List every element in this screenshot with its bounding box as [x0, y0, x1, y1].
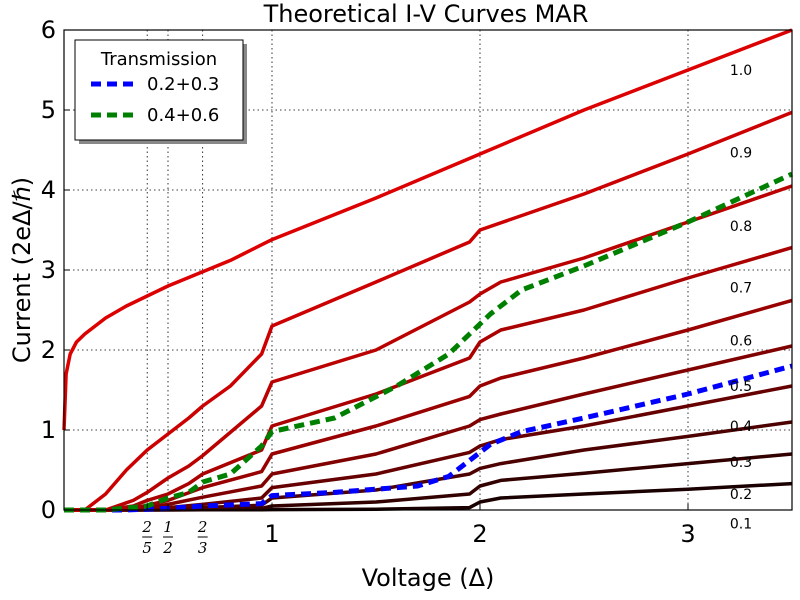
series-line-0-6 [64, 298, 793, 512]
legend-entry-label: 0.2+0.3 [147, 74, 219, 95]
curve-label-0-6: 0.6 [730, 333, 752, 349]
y-tick-label: 4 [41, 176, 56, 204]
curve-label-0-9: 0.9 [730, 145, 752, 161]
series-line-0-9 [64, 110, 793, 512]
curve-label-1-0: 1.0 [730, 63, 752, 79]
series-lines [62, 28, 794, 513]
curve-label-0-4: 0.4 [730, 419, 752, 435]
x-fraction-denominator: 5 [142, 539, 152, 557]
curve-label-0-7: 0.7 [730, 281, 752, 297]
x-fraction-numerator: 2 [197, 518, 208, 536]
x-fraction-numerator: 2 [141, 518, 152, 536]
curve-label-0-5: 0.5 [730, 379, 752, 395]
legend: Transmission 0.2+0.3 0.4+0.6 [74, 39, 247, 144]
x-fraction-denominator: 3 [198, 539, 208, 557]
y-tick-label: 3 [41, 256, 56, 284]
y-tick-label: 5 [41, 96, 56, 124]
x-tick-label: 2 [472, 520, 487, 548]
x-fraction-numerator: 1 [163, 518, 173, 536]
legend-title: Transmission [100, 49, 217, 70]
legend-entry-label: 0.4+0.6 [147, 105, 219, 126]
series-line-0-2-0-3 [64, 363, 793, 513]
y-tick-label: 6 [41, 16, 56, 44]
curve-labels: 0.1 0.2 0.3 0.4 0.5 0.6 0.7 0.8 0.9 1.0 [730, 63, 752, 533]
x-fraction-denominator: 2 [162, 539, 173, 557]
chart-title: Theoretical I-V Curves MAR [263, 0, 589, 28]
curve-label-0-2: 0.2 [730, 487, 752, 503]
y-tick-label: 0 [41, 496, 56, 524]
x-axis-label: Voltage (Δ) [362, 564, 495, 592]
curve-label-0-8: 0.8 [730, 219, 752, 235]
series-line-0-4-0-6 [64, 171, 794, 513]
y-tick-label: 2 [41, 336, 56, 364]
series-line-0-7 [64, 245, 793, 512]
x-tick-label: 1 [264, 520, 279, 548]
y-axis-label: Current (2eΔ/ℏ) [8, 177, 36, 363]
series-line-0-8 [64, 184, 793, 512]
curve-label-0-1: 0.1 [730, 517, 752, 533]
legend-box [74, 39, 244, 141]
x-tick-label: 3 [680, 520, 695, 548]
y-tick-label: 1 [41, 416, 56, 444]
series-line-1-0 [62, 28, 793, 431]
curve-label-0-3: 0.3 [730, 455, 752, 471]
